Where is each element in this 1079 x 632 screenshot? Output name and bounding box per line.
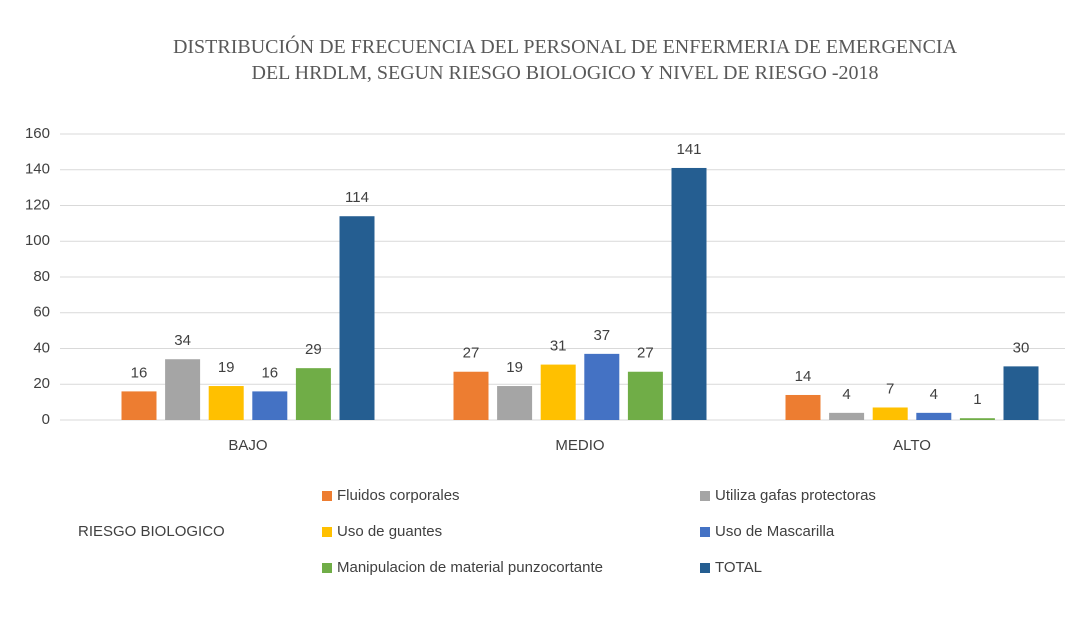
legend-swatch — [322, 563, 332, 573]
data-label: 29 — [305, 341, 322, 358]
y-tick-label: 20 — [33, 375, 50, 392]
bar — [584, 353, 620, 420]
y-tick-label: 120 — [25, 196, 50, 213]
data-label: 7 — [886, 380, 894, 397]
data-label: 34 — [174, 332, 191, 349]
y-tick-label: 60 — [33, 304, 50, 321]
x-axis-title: RIESGO BIOLOGICO — [78, 523, 225, 540]
data-label: 141 — [676, 141, 701, 158]
data-label: 1 — [973, 391, 981, 408]
legend-swatch — [322, 491, 332, 501]
legend-label: TOTAL — [715, 559, 762, 576]
legend-swatch — [700, 491, 710, 501]
bar — [1003, 366, 1039, 420]
data-label: 31 — [550, 338, 567, 355]
bar — [829, 412, 865, 420]
data-label: 37 — [593, 327, 610, 344]
bar — [295, 368, 331, 420]
data-label: 114 — [345, 189, 369, 206]
y-tick-label: 160 — [25, 125, 50, 142]
legend-swatch — [322, 527, 332, 537]
bar — [453, 371, 489, 420]
data-label: 19 — [218, 359, 235, 376]
x-tick-label: BAJO — [228, 437, 267, 454]
bar — [497, 386, 533, 420]
bar — [671, 167, 707, 420]
legend-label: Uso de guantes — [337, 523, 442, 540]
data-label: 27 — [463, 345, 480, 362]
y-tick-label: 80 — [33, 268, 50, 285]
bar — [916, 412, 952, 420]
data-label: 4 — [930, 386, 938, 403]
y-tick-label: 0 — [42, 411, 50, 428]
bar — [627, 371, 663, 420]
data-label: 19 — [506, 359, 523, 376]
data-label: 16 — [131, 364, 148, 381]
data-label: 16 — [261, 364, 278, 381]
legend-label: Utiliza gafas protectoras — [715, 487, 876, 504]
bar — [872, 407, 908, 420]
bar — [208, 386, 244, 420]
bar — [959, 418, 995, 420]
legend-label: Manipulacion de material punzocortante — [337, 559, 603, 576]
bar — [252, 391, 288, 420]
data-label: 30 — [1013, 339, 1030, 356]
bar — [165, 359, 201, 420]
y-tick-label: 40 — [33, 339, 50, 356]
x-tick-label: MEDIO — [555, 437, 604, 454]
bar — [121, 391, 157, 420]
legend-swatch — [700, 563, 710, 573]
legend-label: Uso de Mascarilla — [715, 523, 835, 540]
legend-swatch — [700, 527, 710, 537]
bar — [540, 364, 576, 420]
data-label: 14 — [795, 368, 812, 385]
chart-title: DISTRIBUCIÓN DE FRECUENCIA DEL PERSONAL … — [172, 36, 958, 84]
y-tick-label: 140 — [25, 161, 50, 178]
data-label: 27 — [637, 345, 654, 362]
y-tick-label: 100 — [25, 232, 50, 249]
bar — [339, 216, 375, 420]
bar — [785, 394, 821, 420]
legend-label: Fluidos corporales — [337, 487, 460, 504]
data-label: 4 — [842, 386, 850, 403]
x-tick-label: ALTO — [893, 437, 931, 454]
